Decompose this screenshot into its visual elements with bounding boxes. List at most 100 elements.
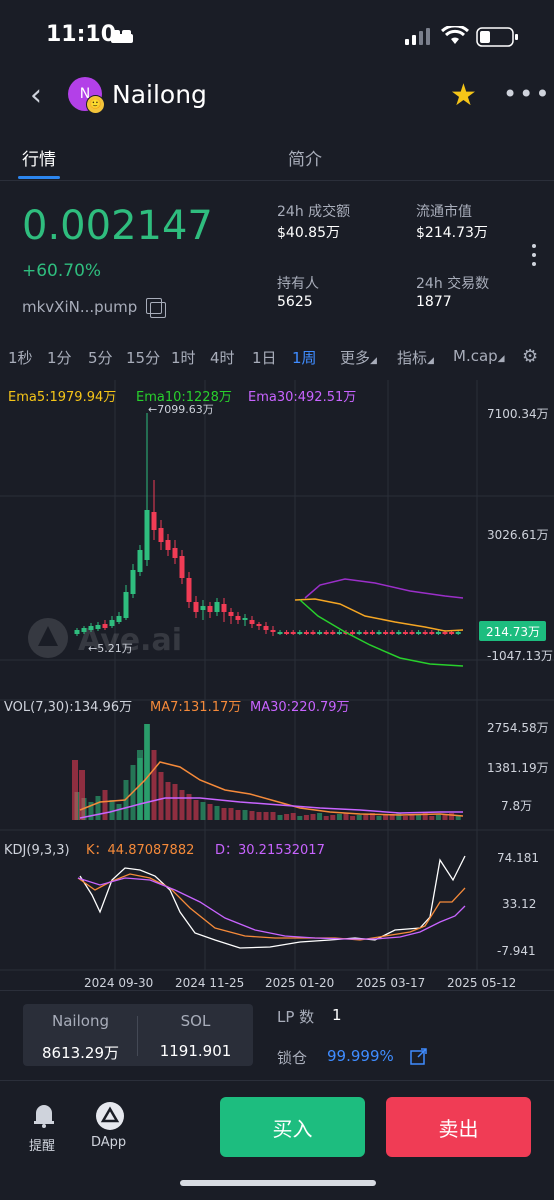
volume-bar [455, 816, 461, 820]
candle-body [389, 632, 395, 634]
cellular-signal-icon [405, 28, 430, 45]
more-icon[interactable]: ••• [503, 80, 552, 108]
legend-vol: VOL(7,30):134.96万 [4, 700, 132, 715]
chart-settings-icon[interactable]: ⚙ [522, 346, 539, 367]
candle-body [123, 592, 129, 618]
volume-bar [369, 813, 375, 820]
candle-body [369, 632, 375, 634]
interval-1w[interactable]: 1周 [292, 349, 317, 367]
candle-body [336, 632, 342, 634]
candle-body [172, 548, 178, 558]
candle-body [109, 620, 115, 626]
candle-body [151, 512, 157, 530]
volume-bar [402, 816, 408, 820]
volume-bar [79, 770, 85, 820]
vol-y-tick-mid: 1381.19万 [487, 761, 549, 775]
stats-more-icon[interactable] [532, 244, 537, 271]
dapp-icon[interactable] [95, 1101, 125, 1131]
candle-body [317, 632, 323, 634]
holders-label: 持有人 [277, 276, 319, 292]
volume-bar [186, 794, 192, 820]
max-annotation: ←7099.63万 [148, 403, 214, 416]
candle-body [402, 632, 408, 634]
volume-bar [263, 812, 269, 820]
candle-body [144, 510, 150, 560]
back-button[interactable]: ‹ [30, 78, 42, 113]
home-indicator [180, 1180, 376, 1186]
volume-bar [151, 750, 157, 820]
interval-1d[interactable]: 1日 [252, 349, 277, 367]
interval-4h[interactable]: 4时 [210, 349, 235, 367]
nav-dapp-label[interactable]: DApp [91, 1135, 127, 1150]
volume-bar [179, 790, 185, 820]
lock-label: 锁仓 [277, 1049, 308, 1067]
indicator-menu[interactable]: 指标◢ [397, 347, 434, 368]
lp-count-label: LP 数 [277, 1008, 315, 1026]
volume-bar [214, 806, 220, 820]
candle-body [455, 632, 461, 634]
interval-5m[interactable]: 5分 [88, 349, 113, 367]
volume-bar [396, 813, 402, 820]
volume-bar [330, 815, 336, 820]
interval-1h[interactable]: 1时 [171, 349, 196, 367]
candle-body [422, 632, 428, 634]
interval-1m[interactable]: 1分 [47, 349, 72, 367]
volume-bar [242, 810, 248, 820]
interval-more[interactable]: 更多◢ [340, 347, 377, 368]
caret-down-icon: ◢ [370, 356, 377, 366]
volume-bar [343, 813, 349, 820]
bell-icon[interactable] [32, 1102, 56, 1128]
candle-body [263, 626, 269, 630]
chart-grid [0, 380, 554, 971]
volume-bar [363, 814, 369, 820]
interval-more-label: 更多 [340, 349, 371, 367]
vol-y-tick-bottom: 7.8万 [501, 799, 532, 813]
pair-token-amount: 8613.29万 [41, 1044, 120, 1062]
legend-ema30: Ema30:492.51万 [248, 390, 356, 405]
sell-button[interactable]: 卖出 [386, 1097, 531, 1157]
volume-bar [116, 804, 122, 820]
interval-1s[interactable]: 1秒 [8, 349, 33, 367]
price-chart[interactable]: Ave.ai Ema5:1979.94万 Ema10:1228万 Ema30:4… [0, 380, 554, 990]
tx-24h-label: 24h 交易数 [416, 276, 490, 292]
candle-body [214, 602, 220, 612]
battery-icon [476, 27, 518, 47]
tab-intro[interactable]: 简介 [288, 150, 322, 170]
kdj-d-line [77, 877, 466, 940]
volume-bar [95, 796, 101, 820]
x-tick-2: 2025 01-20 [265, 976, 334, 990]
copy-icon[interactable] [146, 298, 162, 314]
candles [74, 413, 461, 636]
mcap-toggle[interactable]: M.cap◢ [453, 347, 505, 365]
candle-body [416, 632, 422, 634]
candle-body [277, 632, 283, 634]
favorite-star-icon[interactable]: ★ [450, 78, 477, 113]
x-tick-3: 2025 03-17 [356, 976, 425, 990]
ema10-line [299, 599, 464, 667]
candle-body [256, 624, 262, 626]
candle-body [409, 632, 415, 634]
candle-body [429, 632, 435, 634]
volume-bar [422, 813, 428, 820]
volume-bar [158, 772, 164, 820]
x-tick-4: 2025 05-12 [447, 976, 516, 990]
tab-active-indicator [18, 176, 60, 179]
candle-body [297, 632, 303, 634]
volume-bar [235, 810, 241, 820]
bottom-bar [0, 1080, 554, 1200]
nav-alert-label[interactable]: 提醒 [29, 1139, 56, 1154]
volume-bar [228, 808, 234, 820]
buy-button[interactable]: 买入 [220, 1097, 365, 1157]
tab-market[interactable]: 行情 [22, 150, 56, 170]
lock-value[interactable]: 99.999% [327, 1047, 394, 1065]
volume-24h-value: $40.85万 [277, 225, 340, 241]
candle-body [74, 630, 80, 634]
candle-body [323, 632, 329, 634]
interval-15m[interactable]: 15分 [126, 349, 161, 367]
external-link-icon[interactable] [410, 1047, 428, 1065]
legend-ma7: MA7:131.17万 [150, 700, 241, 715]
candle-body [179, 556, 185, 578]
volume-bar [277, 815, 283, 820]
liquidity-pair-box: Nailong 8613.29万 SOL 1191.901 [23, 1004, 253, 1066]
holders-value: 5625 [277, 294, 313, 310]
